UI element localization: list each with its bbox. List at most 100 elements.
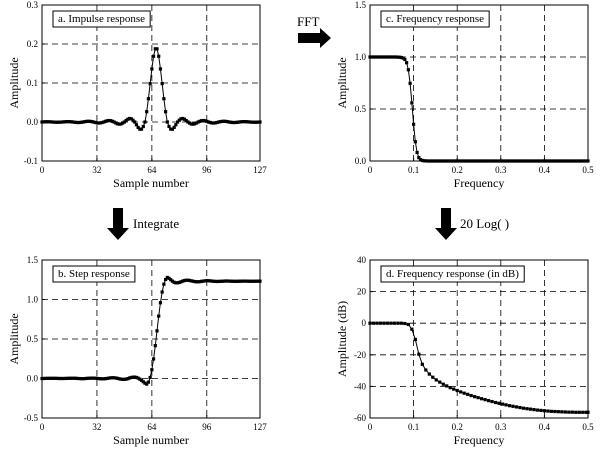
data-point — [532, 159, 536, 163]
data-point — [434, 378, 438, 382]
data-point — [45, 376, 49, 380]
data-point — [448, 386, 452, 390]
grid — [42, 260, 260, 418]
data-point — [584, 159, 588, 163]
y-tick-label: -60 — [354, 413, 366, 423]
data-point — [527, 159, 531, 163]
data-point — [525, 407, 529, 411]
data-point — [165, 120, 169, 124]
data-point — [424, 368, 428, 372]
data-point — [107, 118, 111, 123]
data-point — [236, 279, 240, 283]
data-point — [139, 378, 144, 382]
data-point — [200, 119, 204, 123]
data-point — [509, 159, 513, 163]
data-point — [83, 376, 87, 381]
data-point — [413, 140, 417, 144]
data-point — [544, 159, 548, 163]
data-point — [537, 159, 541, 163]
x-tick-label: 96 — [202, 165, 212, 175]
y-tick-label: 0.2 — [27, 39, 38, 49]
data-point — [563, 410, 567, 414]
data-point — [574, 410, 578, 414]
data-point — [459, 390, 463, 394]
data-point — [76, 376, 80, 381]
data-point — [55, 376, 60, 381]
data-point — [177, 280, 181, 285]
data-point — [48, 120, 53, 124]
plot-frame — [369, 4, 589, 162]
data-point — [443, 159, 447, 163]
data-point — [177, 118, 181, 122]
data-point — [441, 159, 445, 163]
data-point — [504, 159, 508, 163]
data-point — [242, 279, 247, 283]
y-tick-label: 0.1 — [27, 78, 38, 88]
data-point — [217, 120, 221, 124]
data-point — [74, 120, 78, 125]
data-point — [97, 376, 101, 381]
data-point — [98, 121, 102, 125]
data-point — [493, 400, 498, 405]
y-axis-label: Amplitude (dB) — [335, 301, 349, 377]
data-point — [392, 321, 397, 325]
data-point — [119, 377, 123, 381]
data-point — [502, 159, 506, 163]
data-point — [253, 279, 257, 283]
data-point — [490, 159, 494, 163]
data-points — [368, 55, 590, 163]
data-point — [198, 119, 202, 123]
y-tick-label: 0.3 — [27, 0, 39, 10]
data-point — [462, 391, 466, 395]
data-point — [445, 384, 449, 388]
data-point — [73, 120, 77, 124]
data-point — [66, 376, 70, 380]
data-point — [69, 376, 73, 380]
data-point — [556, 159, 560, 163]
data-point — [541, 159, 545, 163]
data-point — [493, 159, 498, 163]
data-point — [438, 159, 442, 163]
y-tick-label: 0.0 — [355, 156, 367, 166]
data-point — [239, 279, 243, 283]
panel-a: 0 32 64 96 127 -0.1 0.0 0.1 0.2 0.3 Sample number A… — [7, 0, 267, 190]
data-point — [43, 120, 48, 124]
data-point — [162, 97, 166, 101]
chart-title: a. Impulse response — [58, 13, 145, 25]
data-point — [563, 159, 567, 163]
data-point — [500, 402, 505, 406]
data-point — [182, 117, 187, 121]
data-point — [121, 377, 125, 381]
data-point — [105, 119, 109, 123]
data-point — [499, 159, 503, 163]
x-tick-label: 32 — [92, 422, 101, 432]
data-point — [439, 159, 444, 163]
x-tick-label: 0.3 — [495, 422, 507, 432]
data-point — [47, 376, 51, 380]
data-point — [40, 376, 44, 381]
data-point — [427, 159, 431, 163]
y-tick-label: 0.5 — [355, 104, 367, 114]
data-point — [425, 159, 430, 163]
data-point — [581, 410, 585, 414]
data-point — [370, 55, 374, 59]
data-point — [143, 381, 147, 385]
chart-title-frame — [52, 10, 151, 28]
data-point — [193, 122, 197, 126]
data-point — [100, 377, 104, 381]
data-point — [69, 120, 73, 124]
data-point — [129, 375, 133, 380]
data-point — [378, 55, 383, 59]
data-point — [251, 279, 255, 283]
x-tick-label: 0.2 — [452, 165, 463, 175]
data-point — [495, 159, 499, 163]
data-point — [76, 120, 80, 125]
chart-title-box: c. Frequency response — [380, 10, 490, 28]
chart-title: b. Step response — [58, 268, 130, 280]
data-point — [389, 321, 393, 325]
y-axis-label: Amplitude — [7, 57, 21, 108]
data-point — [52, 120, 56, 124]
data-point — [212, 121, 216, 125]
data-point — [445, 159, 449, 163]
data-point — [567, 410, 571, 414]
